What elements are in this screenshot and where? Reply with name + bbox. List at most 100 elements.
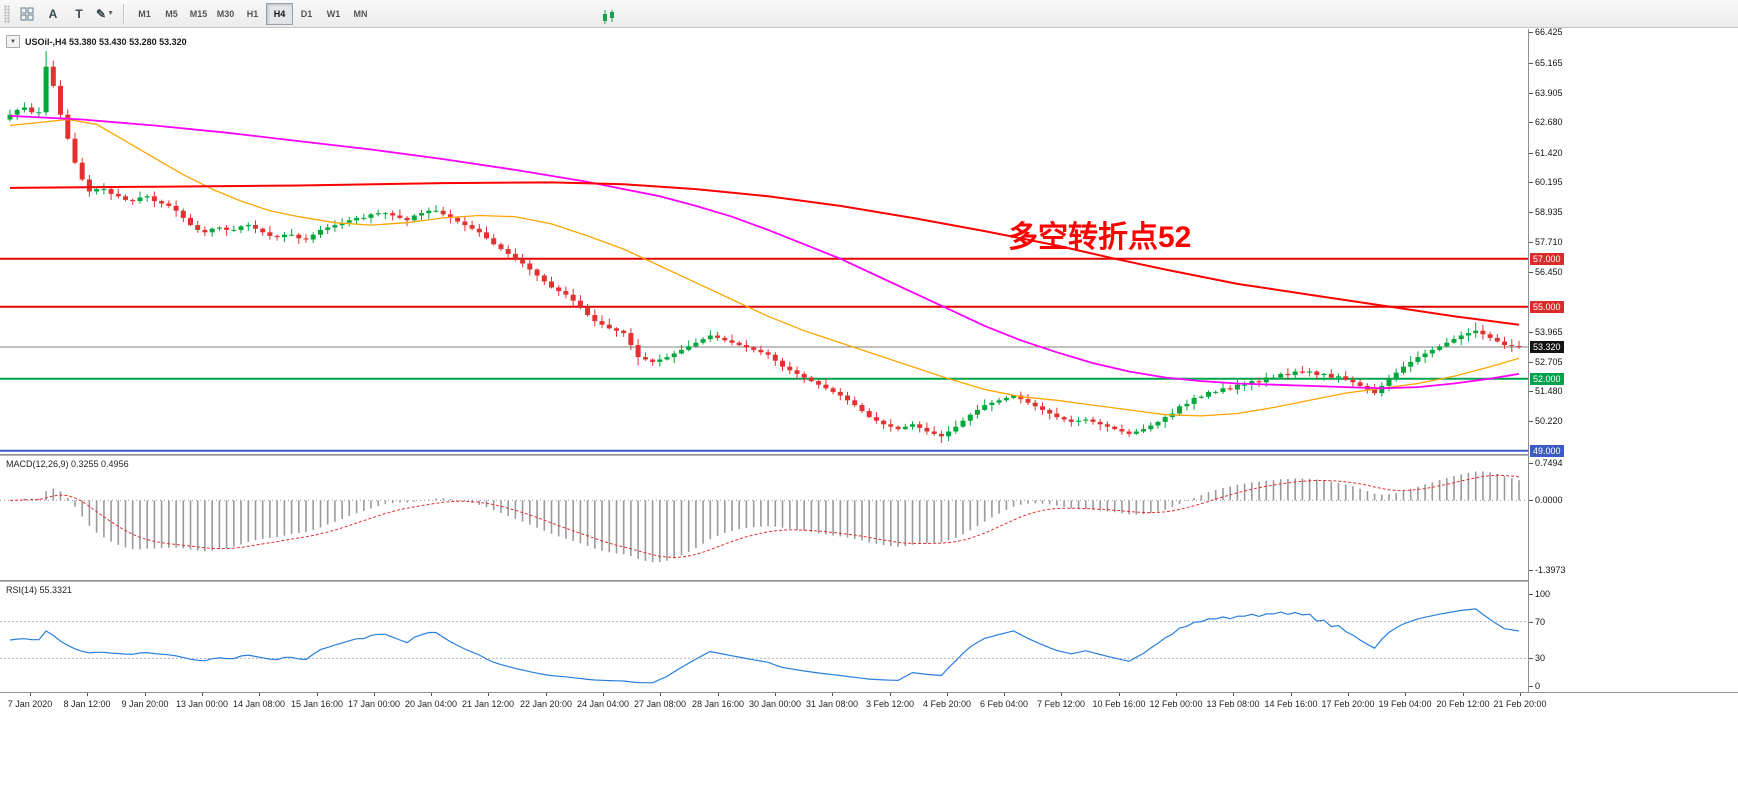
scale-tick	[1529, 658, 1533, 659]
toolbar: A T ✎ ▼ M1 M5 M15 M30 H1 H4 D1 W1 MN	[0, 0, 1738, 28]
scale-tick	[1529, 63, 1533, 64]
timeframe-button-h4[interactable]: H4	[266, 2, 293, 25]
macd-panel[interactable]: MACD(12,26,9) 0.3255 0.4956	[0, 456, 1528, 580]
price-scale-label: 51.480	[1535, 386, 1563, 396]
scale-tick	[1529, 122, 1533, 123]
price-chart-panel[interactable]: ▼ USOil-,H4 53.380 53.430 53.280 53.320 …	[0, 29, 1528, 454]
scale-tick	[1529, 570, 1533, 571]
price-scale-label: 63.905	[1535, 88, 1563, 98]
scale-tick	[1529, 242, 1533, 243]
time-tick	[660, 693, 661, 696]
one-click-trading-button[interactable]: ▼	[6, 35, 20, 48]
price-scale-label: 58.935	[1535, 207, 1563, 217]
price-scale-label: 52.705	[1535, 357, 1563, 367]
time-tick	[1463, 693, 1464, 696]
price-level-badge: 53.320	[1530, 341, 1564, 353]
price-scale-label: 60.195	[1535, 177, 1563, 187]
candlestick-chart-icon[interactable]	[597, 5, 621, 29]
time-tick	[1405, 693, 1406, 696]
time-scale[interactable]: 7 Jan 2020 8 Jan 12:00 9 Jan 20:00 13 Jan 0…	[0, 692, 1738, 714]
price-level-badge: 55.000	[1530, 301, 1564, 313]
time-scale-label: 15 Jan 16:00	[290, 699, 344, 709]
timeframe-button-w1[interactable]: W1	[326, 8, 341, 19]
macd-canvas[interactable]	[0, 456, 1528, 580]
scale-tick	[1529, 212, 1533, 213]
price-scale-label: 62.680	[1535, 117, 1563, 127]
scale-tick	[1529, 594, 1533, 595]
price-chart-canvas[interactable]	[0, 29, 1528, 454]
timeframe-button-m30[interactable]: M30	[216, 8, 235, 19]
time-tick	[202, 693, 203, 696]
draw-tools-button[interactable]: ✎ ▼	[93, 2, 117, 26]
time-scale-label: 3 Feb 12:00	[865, 699, 915, 709]
time-scale-label: 4 Feb 20:00	[922, 699, 972, 709]
time-scale-label: 7 Feb 12:00	[1036, 699, 1086, 709]
time-scale-label: 27 Jan 08:00	[633, 699, 687, 709]
scale-tick	[1529, 686, 1533, 687]
time-tick	[431, 693, 432, 696]
price-scale-label: 65.165	[1535, 58, 1563, 68]
time-scale-label: 21 Feb 20:00	[1493, 699, 1547, 709]
scale-tick	[1529, 272, 1533, 273]
panel-splitter[interactable]	[0, 454, 1738, 456]
time-scale-label: 30 Jan 00:00	[748, 699, 802, 709]
timeframe-button-h1[interactable]: H1	[246, 8, 259, 19]
macd-scale-label: 0.7494	[1535, 458, 1563, 468]
scale-tick	[1529, 153, 1533, 154]
time-scale-label: 19 Feb 04:00	[1378, 699, 1432, 709]
macd-scale-label: 0.0000	[1535, 495, 1563, 505]
rsi-scale-label: 70	[1535, 617, 1546, 627]
time-scale-label: 8 Jan 12:00	[63, 699, 111, 709]
time-scale-label: 6 Feb 04:00	[979, 699, 1029, 709]
time-tick	[488, 693, 489, 696]
time-scale-label: 7 Jan 2020	[7, 699, 53, 709]
time-tick	[30, 693, 31, 696]
time-scale-label: 10 Feb 16:00	[1092, 699, 1146, 709]
time-scale-label: 20 Jan 04:00	[404, 699, 458, 709]
price-scale[interactable]: 66.425 65.165 63.905 62.680 61.420 60.195 58.9…	[1528, 27, 1738, 694]
cursor-grid-icon[interactable]	[15, 2, 39, 26]
time-scale-label: 14 Feb 16:00	[1264, 699, 1318, 709]
time-scale-label: 13 Jan 00:00	[175, 699, 229, 709]
price-scale-label: 53.965	[1535, 327, 1563, 337]
timeframe-button-m15[interactable]: M15	[189, 8, 208, 19]
cursor-grid-glyph	[20, 7, 34, 20]
rsi-panel[interactable]: RSI(14) 55.3321	[0, 582, 1528, 692]
rsi-scale-label: 100	[1535, 589, 1551, 599]
time-tick	[145, 693, 146, 696]
time-tick	[1119, 693, 1120, 696]
timeframe-button-d1[interactable]: D1	[300, 8, 313, 19]
time-tick	[87, 693, 88, 696]
pencil-icon: ✎	[96, 6, 107, 21]
scale-tick	[1529, 463, 1533, 464]
timeframe-button-m5[interactable]: M5	[165, 8, 178, 19]
price-scale-label: 50.220	[1535, 416, 1563, 426]
scale-tick	[1529, 362, 1533, 363]
time-tick	[832, 693, 833, 696]
price-scale-label: 57.710	[1535, 237, 1563, 247]
time-scale-label: 17 Feb 20:00	[1321, 699, 1375, 709]
rsi-canvas[interactable]	[0, 582, 1528, 692]
timeframe-button-mn[interactable]: MN	[353, 8, 368, 19]
rsi-scale-label: 0	[1535, 681, 1541, 691]
time-tick	[947, 693, 948, 696]
chart-annotation: 多空转折点52	[1008, 221, 1192, 254]
symbol-quote-text: USOil-,H4 53.380 53.430 53.280 53.320	[25, 36, 187, 47]
scale-tick	[1529, 182, 1533, 183]
timeframe-button-m1[interactable]: M1	[138, 8, 151, 19]
timeframe-button-group: M1 M5 M15 M30 H1 H4 D1 W1 MN	[131, 2, 374, 25]
text-tool-a-button[interactable]: A	[48, 6, 58, 21]
toolbar-separator	[123, 3, 124, 24]
toolbar-grip[interactable]	[4, 4, 10, 23]
time-tick	[1004, 693, 1005, 696]
price-level-badge: 57.000	[1530, 253, 1564, 265]
macd-scale-label: -1.3973	[1535, 565, 1566, 575]
panel-splitter[interactable]	[0, 580, 1738, 582]
time-scale-label: 31 Jan 08:00	[805, 699, 859, 709]
text-tool-t-button[interactable]: T	[75, 6, 83, 21]
time-scale-label: 24 Jan 04:00	[576, 699, 630, 709]
macd-title: MACD(12,26,9) 0.3255 0.4956	[6, 459, 129, 469]
scale-tick	[1529, 622, 1533, 623]
scale-tick	[1529, 332, 1533, 333]
